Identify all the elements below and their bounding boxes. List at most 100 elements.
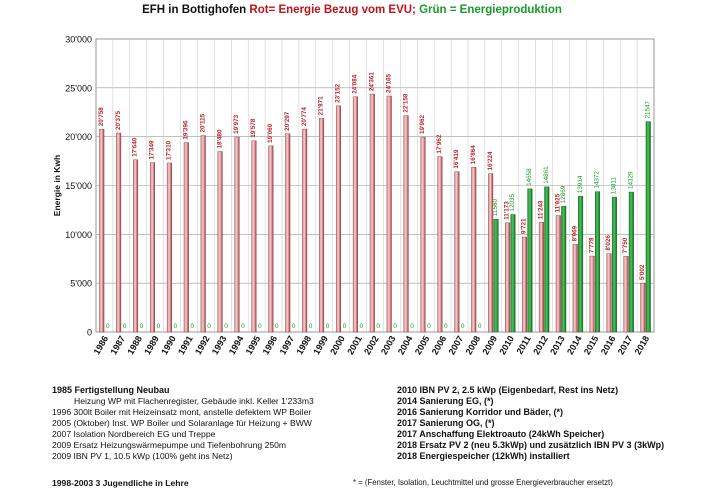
bar-energy-purchase xyxy=(420,136,426,333)
data-label-purchase: 19'962 xyxy=(419,115,426,135)
bar-energy-purchase xyxy=(99,129,105,333)
data-label-purchase: 20'774 xyxy=(301,107,308,127)
bar-energy-purchase xyxy=(606,253,612,333)
bar-energy-purchase xyxy=(623,256,629,333)
note-right-line: 2017 Sanierung OG, (*) xyxy=(397,418,495,428)
data-label-production: 0 xyxy=(106,323,110,330)
data-label-purchase: 24'361 xyxy=(368,72,375,92)
data-label-production: 0 xyxy=(123,323,127,330)
data-label-purchase: 17'349 xyxy=(149,140,156,160)
x-tick-label: 2008 xyxy=(464,334,483,356)
x-tick-label: 1988 xyxy=(125,334,144,356)
bar-chart: 20'758 0 20'375 0 17'640 0 17'349 0 17'310 0 19'39… xyxy=(52,35,655,356)
bar-energy-production xyxy=(628,191,634,333)
bar-energy-purchase xyxy=(471,167,477,333)
data-label-production: 14658 xyxy=(526,168,533,186)
bar-energy-purchase xyxy=(133,159,139,333)
bar-energy-purchase xyxy=(149,162,155,333)
data-label-production: 0 xyxy=(224,323,228,330)
data-label-production: 0 xyxy=(275,323,279,330)
bar-energy-purchase xyxy=(268,145,274,333)
data-label-production: 0 xyxy=(173,323,177,330)
x-tick-label: 2014 xyxy=(565,334,584,356)
x-tick-label: 2000 xyxy=(328,334,347,356)
bar-energy-production xyxy=(544,186,550,333)
note-right-line: 2017 Anschaffung Elektroauto (24kWh Spei… xyxy=(397,429,605,439)
x-tick-label: 2012 xyxy=(531,334,550,356)
bar-energy-purchase xyxy=(166,162,172,333)
data-label-purchase: 16'864 xyxy=(470,145,477,165)
note-right-line: 2014 Sanierung EG, (*) xyxy=(397,396,494,406)
bar-energy-purchase xyxy=(521,236,527,333)
bar-energy-production xyxy=(645,121,651,333)
data-label-production: 0 xyxy=(309,323,313,330)
x-tick-label: 1989 xyxy=(142,334,161,356)
y-tick-label: 5'000 xyxy=(70,279,92,289)
data-label-production: 0 xyxy=(140,323,144,330)
data-label-purchase: 9'721 xyxy=(521,218,528,234)
note-left-line: 1985 Fertigstellung Neubau xyxy=(52,385,170,395)
data-label-purchase: 22'158 xyxy=(402,93,409,113)
x-tick-label: 1997 xyxy=(278,334,297,356)
data-label-purchase: 20'115 xyxy=(199,113,206,132)
data-label-production: 0 xyxy=(393,323,397,330)
data-label-production: 13914 xyxy=(577,175,584,193)
x-tick-label: 1995 xyxy=(244,334,263,356)
data-label-production: 0 xyxy=(343,323,347,330)
data-label-purchase: 11'173 xyxy=(504,201,511,220)
data-label-purchase: 24'165 xyxy=(385,73,392,93)
data-label-production: 14372 xyxy=(594,171,601,189)
x-tick-label: 2013 xyxy=(548,334,567,356)
data-label-production: 0 xyxy=(326,323,330,330)
title-part-red: Rot= Energie Bezug vom EVU; xyxy=(249,4,420,16)
bar-energy-purchase xyxy=(183,142,189,333)
notes-right: 2010 IBN PV 2, 2.5 kWp (Eigenbedarf, Res… xyxy=(397,385,664,462)
data-label-purchase: 8'969 xyxy=(571,225,578,241)
data-label-purchase: 8'026 xyxy=(605,235,612,251)
data-label-purchase: 16'419 xyxy=(453,149,460,169)
bar-energy-purchase xyxy=(369,93,375,333)
bar-energy-purchase xyxy=(454,171,460,333)
data-label-purchase: 17'310 xyxy=(166,140,173,160)
x-tick-label: 1996 xyxy=(261,334,280,356)
footnote: * = (Fenster, Isolation, Leuchtmittel un… xyxy=(353,478,613,487)
note-apprentices: 1998-2003 3 Jugendliche in Lehre xyxy=(52,478,189,488)
data-label-production: 0 xyxy=(461,323,465,330)
note-left-line: 2009 Ersatz Heizungswärmepumpe und Tiefe… xyxy=(52,440,287,450)
y-tick-label: 25'000 xyxy=(65,83,92,93)
y-tick-label: 30'000 xyxy=(65,35,92,45)
data-label-production: 0 xyxy=(478,323,482,330)
data-label-production: 11560 xyxy=(492,199,499,217)
data-label-production: 21547 xyxy=(644,101,651,119)
x-tick-label: 2007 xyxy=(447,334,466,356)
title-part-black: EFH in Bottighofen xyxy=(142,4,250,16)
data-label-purchase: 19'578 xyxy=(250,118,257,138)
data-label-production: 0 xyxy=(444,323,448,330)
data-label-production: 0 xyxy=(376,323,380,330)
data-label-production: 0 xyxy=(359,323,363,330)
data-label-purchase: 21'871 xyxy=(318,96,325,116)
data-label-purchase: 19'060 xyxy=(267,123,274,143)
y-tick-label: 20'000 xyxy=(65,132,92,142)
data-label-purchase: 17'962 xyxy=(436,134,443,154)
chart-title: EFH in Bottighofen Rot= Energie Bezug vo… xyxy=(0,4,704,16)
x-tick-label: 1992 xyxy=(193,334,212,356)
bar-energy-purchase xyxy=(302,128,308,333)
data-label-production: 0 xyxy=(410,323,414,330)
bar-energy-purchase xyxy=(640,282,646,333)
bar-energy-purchase xyxy=(589,255,595,333)
x-tick-label: 1998 xyxy=(294,334,313,356)
data-label-production: 0 xyxy=(292,323,296,330)
note-left-line: 2005 (Oktober) Inst. WP Boiler und Solar… xyxy=(52,418,312,428)
x-tick-label: 1993 xyxy=(210,334,229,356)
bar-energy-production xyxy=(510,214,516,333)
y-tick-label: 10'000 xyxy=(65,230,92,240)
bar-energy-purchase xyxy=(403,115,409,333)
note-left-line: Heizung WP mit Flachenregister, Gebäude … xyxy=(74,396,314,406)
data-label-purchase: 24'084 xyxy=(352,74,359,94)
bar-energy-purchase xyxy=(319,118,325,333)
data-label-production: 0 xyxy=(190,323,194,330)
x-tick-label: 2010 xyxy=(497,334,516,356)
note-right-line: 2010 IBN PV 2, 2.5 kWp (Eigenbedarf, Res… xyxy=(397,385,619,395)
bar-energy-purchase xyxy=(437,156,443,333)
